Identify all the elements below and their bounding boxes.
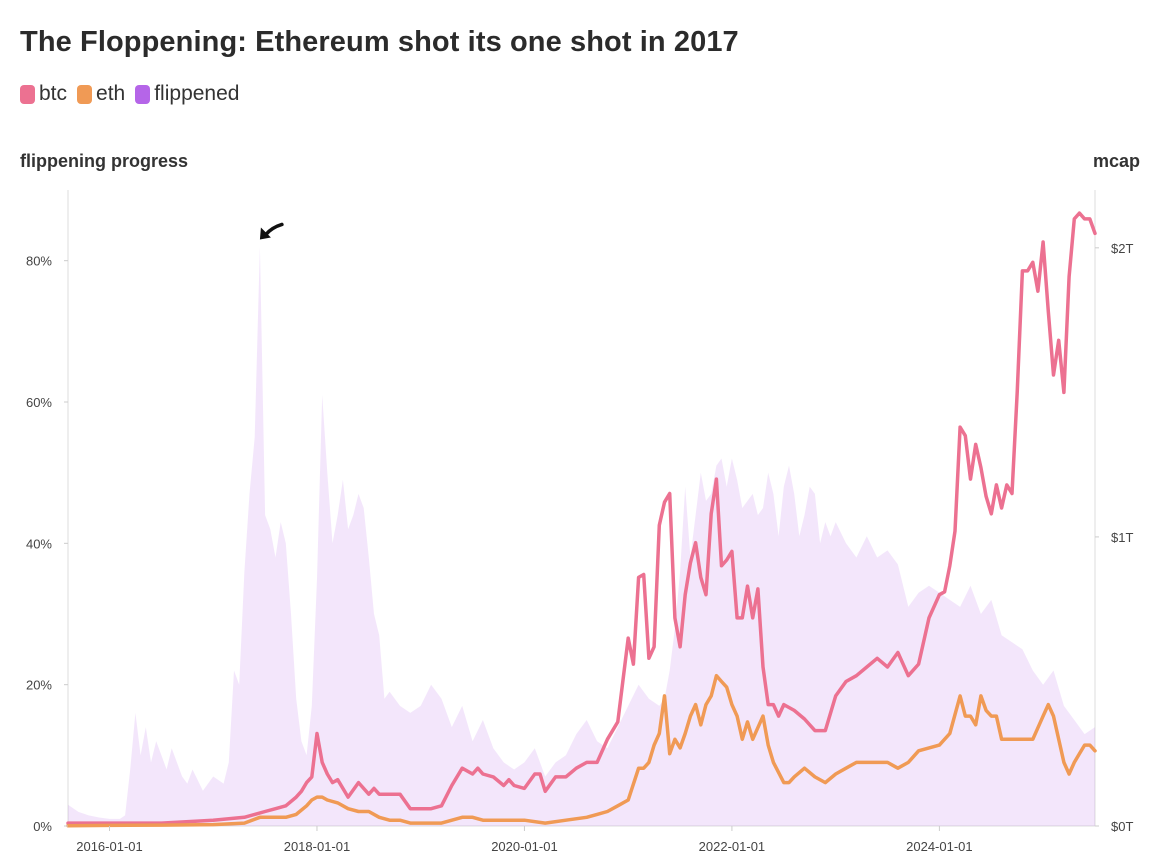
x-tick-label: 2016-01-01 bbox=[76, 839, 143, 854]
right-tick-label: $0T bbox=[1111, 819, 1133, 834]
left-axis-title: flippening progress bbox=[20, 151, 189, 171]
legend-label-btc: btc bbox=[39, 82, 68, 105]
right-tick-label: $2T bbox=[1111, 241, 1133, 256]
legend-swatch-eth bbox=[77, 84, 93, 104]
annotation-arrow-icon bbox=[264, 222, 284, 237]
left-tick-label: 60% bbox=[26, 395, 52, 410]
left-tick-label: 20% bbox=[26, 678, 52, 693]
annotation-arrow-head-icon bbox=[259, 227, 271, 240]
legend-item-flippened[interactable]: flippened bbox=[135, 82, 239, 106]
series-line-btc bbox=[66, 211, 1097, 825]
right-axis-title: mcap bbox=[1092, 151, 1140, 171]
series-line-eth bbox=[66, 673, 1097, 828]
left-tick-label: 0% bbox=[33, 819, 52, 834]
left-tick-label: 40% bbox=[26, 536, 52, 551]
legend-swatch-flippened bbox=[135, 84, 151, 104]
right-tick-label: $1T bbox=[1111, 530, 1133, 545]
series-area-flippened bbox=[68, 246, 1095, 826]
left-tick-label: 80% bbox=[26, 254, 52, 269]
x-tick-label: 2024-01-01 bbox=[906, 839, 973, 854]
legend-swatch-btc bbox=[20, 84, 35, 104]
x-tick-label: 2020-01-01 bbox=[491, 839, 558, 854]
legend-label-flippened: flippened bbox=[154, 82, 240, 105]
chart-title: The Floppening: Ethereum shot its one sh… bbox=[20, 26, 739, 58]
legend-label-eth: eth bbox=[96, 82, 126, 105]
legend-item-btc[interactable]: btc bbox=[20, 82, 67, 106]
legend-item-eth[interactable]: eth bbox=[77, 82, 125, 106]
legend: btc eth flippened bbox=[20, 82, 239, 106]
x-tick-label: 2022-01-01 bbox=[699, 839, 766, 854]
x-tick-label: 2018-01-01 bbox=[284, 839, 351, 854]
